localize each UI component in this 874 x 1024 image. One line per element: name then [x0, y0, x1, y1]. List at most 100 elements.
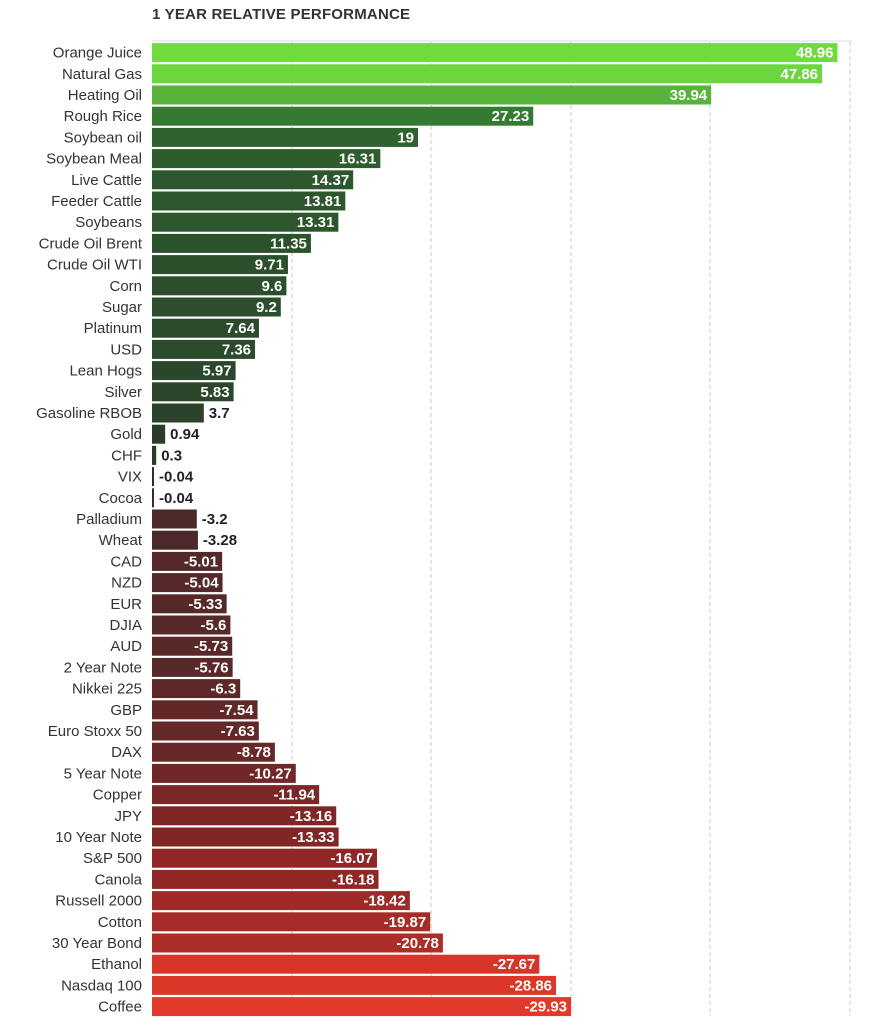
value-label: -8.78 [237, 744, 271, 761]
category-label: NZD [111, 575, 142, 592]
value-label: 19 [397, 129, 414, 146]
category-label: DJIA [109, 617, 142, 634]
bar [152, 700, 258, 720]
category-label: Palladium [76, 511, 142, 528]
value-label: -6.3 [210, 681, 236, 698]
category-label: 2 Year Note [64, 659, 142, 676]
category-label: Live Cattle [71, 172, 142, 189]
value-label: -5.01 [184, 553, 218, 570]
bar [152, 212, 339, 232]
bar [152, 636, 233, 656]
value-label: 9.71 [255, 257, 284, 274]
value-label: -19.87 [384, 914, 427, 931]
bar [152, 403, 204, 423]
bar [152, 361, 236, 381]
value-label: -13.33 [292, 829, 335, 846]
bar [152, 43, 838, 63]
value-label: -5.73 [194, 638, 228, 655]
value-label: 9.6 [262, 278, 283, 295]
bar [152, 149, 381, 169]
category-label: Orange Juice [53, 45, 142, 62]
value-label: -29.93 [524, 999, 567, 1016]
value-label: -0.04 [159, 469, 194, 486]
category-label: Gasoline RBOB [36, 405, 142, 422]
category-label: Platinum [84, 320, 142, 337]
category-label: 10 Year Note [55, 829, 142, 846]
category-label: VIX [118, 469, 142, 486]
category-label: Crude Oil Brent [39, 235, 143, 252]
category-label: 5 Year Note [64, 765, 142, 782]
bar [152, 848, 377, 868]
bar [152, 594, 227, 614]
bar [152, 763, 296, 783]
bar [152, 318, 259, 338]
value-label: 9.2 [256, 299, 277, 316]
value-label: -5.33 [188, 596, 222, 613]
category-label: Copper [93, 787, 142, 804]
bar [152, 827, 339, 847]
category-labels: Orange Juice Natural Gas Heating Oil Rough … [36, 45, 143, 1016]
value-label: 16.31 [339, 151, 377, 168]
bars-group [152, 43, 838, 1017]
category-label: CHF [111, 447, 142, 464]
bar [152, 615, 231, 635]
bar [152, 85, 712, 105]
category-label: Nasdaq 100 [61, 977, 142, 994]
bar [152, 509, 197, 529]
value-label: -3.28 [203, 532, 237, 549]
bar [152, 869, 379, 889]
bar [152, 573, 223, 593]
bar [152, 339, 256, 359]
value-label: -11.94 [273, 787, 315, 804]
value-labels: 48.96 47.86 39.94 27.23 19 16.31 14.37 13.81 13.… [159, 45, 833, 1016]
value-label: 0.3 [161, 447, 182, 464]
category-label: Sugar [102, 299, 142, 316]
bar [152, 721, 259, 741]
bar [152, 997, 572, 1017]
category-label: DAX [111, 744, 142, 761]
category-label: 30 Year Bond [52, 935, 142, 952]
category-label: EUR [110, 596, 142, 613]
value-label: -7.54 [219, 702, 254, 719]
category-label: Silver [104, 384, 142, 401]
category-label: AUD [110, 638, 142, 655]
bar [152, 551, 223, 571]
value-label: -16.07 [330, 850, 373, 867]
bar [152, 679, 241, 699]
bar [152, 467, 154, 487]
bar [152, 912, 431, 932]
bar [152, 657, 233, 677]
value-label: 0.94 [170, 426, 200, 443]
value-label: 27.23 [492, 108, 530, 125]
bar [152, 785, 320, 805]
category-label: USD [110, 341, 142, 358]
value-label: -28.86 [509, 977, 552, 994]
category-label: Ethanol [91, 956, 142, 973]
category-label: Cotton [98, 914, 142, 931]
bar [152, 742, 275, 762]
value-label: 14.37 [312, 172, 350, 189]
value-label: -20.78 [396, 935, 439, 952]
value-label: 3.7 [209, 405, 230, 422]
category-label: Canola [94, 871, 142, 888]
value-label: 7.64 [226, 320, 256, 337]
bar [152, 445, 157, 465]
bar [152, 127, 418, 147]
value-label: -13.16 [290, 808, 333, 825]
value-label: 39.94 [670, 87, 708, 104]
bar [152, 488, 154, 508]
bar [152, 424, 166, 444]
value-label: -7.63 [221, 723, 255, 740]
category-label: Crude Oil WTI [47, 257, 142, 274]
bar [152, 382, 234, 402]
bar [152, 106, 534, 126]
category-label: Gold [110, 426, 142, 443]
value-label: -16.18 [332, 871, 375, 888]
value-label: 13.81 [304, 193, 342, 210]
category-label: S&P 500 [83, 850, 142, 867]
bar [152, 530, 198, 550]
value-label: 11.35 [270, 235, 307, 252]
category-label: Russell 2000 [55, 893, 142, 910]
bar [152, 975, 557, 995]
